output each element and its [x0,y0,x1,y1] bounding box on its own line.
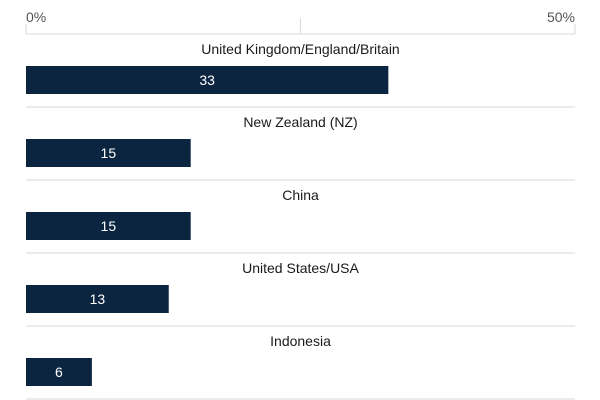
bar [26,66,389,94]
category-label: New Zealand (NZ) [243,114,357,130]
category-label: United Kingdom/England/Britain [201,41,399,57]
category-label: United States/USA [242,260,359,276]
bar [26,358,92,386]
category-label: Indonesia [270,333,331,349]
value-label: 6 [55,364,63,380]
category-label: China [282,187,319,203]
value-label: 15 [101,145,117,161]
bar [26,139,191,167]
x-tick-label: 0% [26,9,46,25]
bar [26,285,169,313]
x-tick-label: 50% [547,9,575,25]
value-label: 33 [199,72,215,88]
value-label: 13 [90,291,106,307]
bar [26,212,191,240]
value-label: 15 [101,218,117,234]
